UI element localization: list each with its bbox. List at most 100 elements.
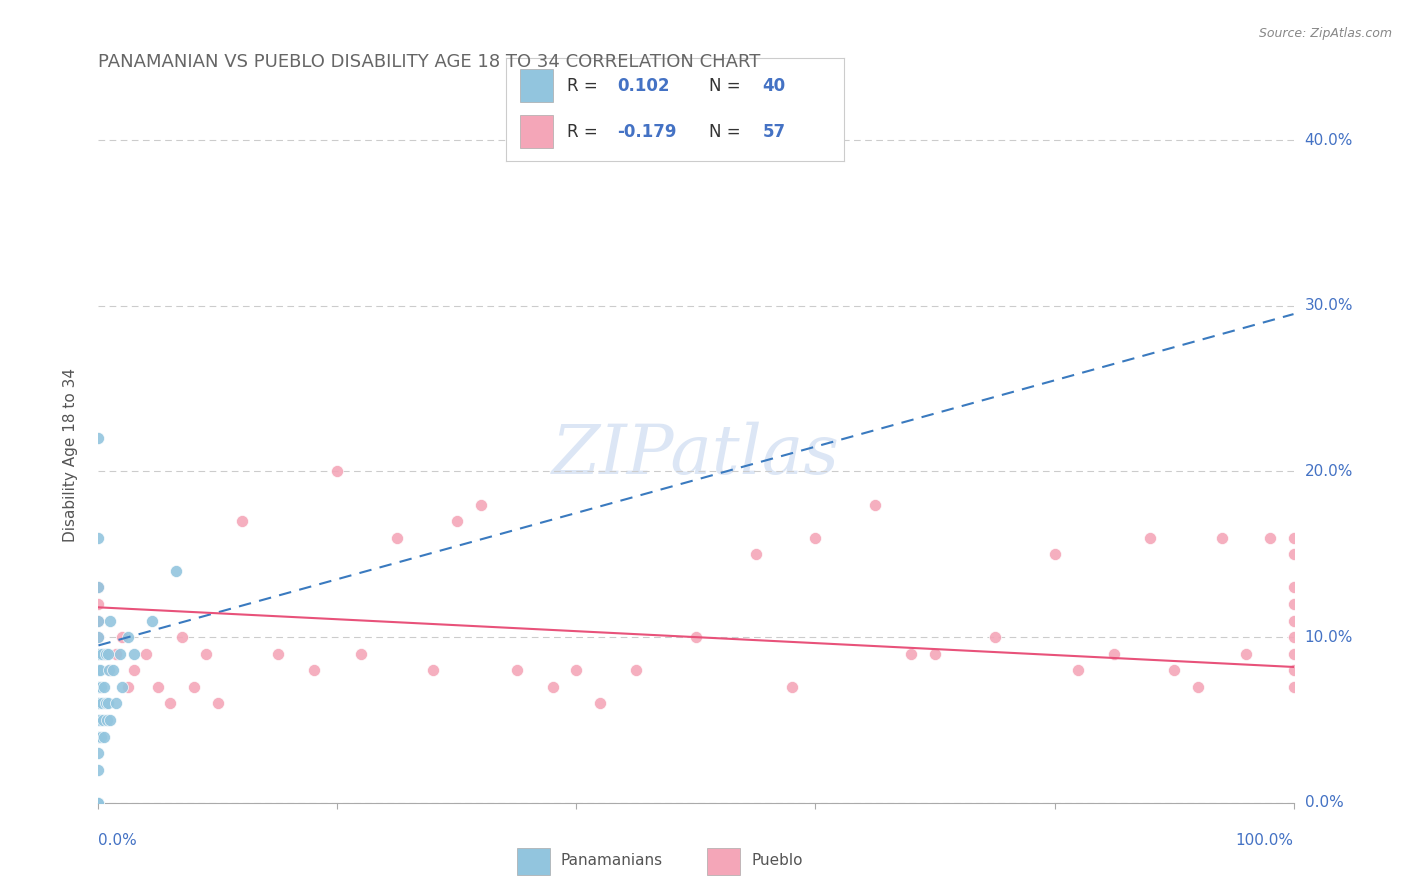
Text: 57: 57 (762, 123, 786, 141)
Point (98, 663, 122, 677)
Y-axis label: Disability Age 18 to 34: Disability Age 18 to 34 (63, 368, 77, 542)
FancyBboxPatch shape (520, 115, 554, 148)
Point (87, 614, 110, 628)
Point (685, 630, 707, 644)
Point (98, 663, 121, 677)
Point (101, 663, 124, 677)
Point (326, 465, 349, 479)
Point (87, 614, 110, 628)
Point (1102, 647, 1125, 661)
Point (98, 614, 122, 628)
Point (87, 597, 110, 611)
Point (1282, 614, 1305, 628)
Point (804, 531, 827, 545)
Point (267, 647, 290, 661)
Point (470, 498, 492, 512)
FancyBboxPatch shape (517, 848, 550, 875)
Point (87, 630, 110, 644)
Point (89, 663, 111, 677)
Point (87, 647, 110, 661)
Point (183, 680, 205, 694)
Point (87, 697, 110, 711)
Text: R =: R = (567, 123, 603, 141)
Point (231, 514, 253, 528)
Point (93, 730, 115, 744)
Point (385, 531, 409, 545)
Point (207, 697, 229, 711)
Point (87, 713, 110, 727)
Point (745, 547, 768, 561)
Point (93, 647, 115, 661)
Text: 0.0%: 0.0% (98, 833, 138, 848)
Point (148, 680, 170, 694)
Point (1282, 663, 1305, 677)
Point (87, 796, 110, 810)
Point (541, 680, 564, 694)
Point (111, 630, 134, 644)
Point (87, 663, 110, 677)
Point (94, 697, 117, 711)
Point (117, 680, 139, 694)
Text: Panamanians: Panamanians (561, 854, 664, 868)
Point (105, 647, 128, 661)
Point (446, 514, 468, 528)
Text: PANAMANIAN VS PUEBLO DISABILITY AGE 18 TO 34 CORRELATION CHART: PANAMANIAN VS PUEBLO DISABILITY AGE 18 T… (98, 54, 761, 71)
Point (780, 680, 803, 694)
Text: R =: R = (567, 77, 603, 95)
Point (89, 713, 111, 727)
Point (565, 663, 588, 677)
Point (87, 630, 110, 644)
Text: N =: N = (709, 77, 745, 95)
Point (624, 663, 647, 677)
Text: 100.0%: 100.0% (1236, 833, 1294, 848)
Point (1187, 680, 1209, 694)
Point (91, 647, 114, 661)
Point (1282, 547, 1305, 561)
Point (87, 730, 110, 744)
Point (172, 630, 194, 644)
Text: ZIPatlas: ZIPatlas (553, 422, 839, 488)
Text: 20.0%: 20.0% (1305, 464, 1353, 479)
Text: N =: N = (709, 123, 745, 141)
Point (1282, 647, 1305, 661)
Text: Pueblo: Pueblo (751, 854, 803, 868)
Point (135, 647, 157, 661)
Point (900, 647, 922, 661)
Point (87, 581, 110, 595)
Point (97, 697, 120, 711)
Point (1211, 531, 1233, 545)
Text: 40.0%: 40.0% (1305, 133, 1353, 148)
Point (1067, 663, 1090, 677)
Text: -0.179: -0.179 (617, 123, 678, 141)
Point (1282, 581, 1305, 595)
Text: 10.0%: 10.0% (1305, 630, 1353, 645)
Text: 0.102: 0.102 (617, 77, 671, 95)
Point (124, 663, 146, 677)
Point (87, 531, 110, 545)
Text: 40: 40 (762, 77, 786, 95)
Point (1282, 597, 1305, 611)
Point (90, 680, 112, 694)
Point (117, 630, 139, 644)
Point (87, 680, 110, 694)
Point (1282, 680, 1305, 694)
Point (87, 763, 110, 777)
Point (111, 680, 134, 694)
Point (983, 630, 1005, 644)
Point (98, 713, 122, 727)
Point (124, 647, 146, 661)
Point (97, 647, 120, 661)
Text: 0.0%: 0.0% (1305, 796, 1343, 810)
Point (108, 647, 131, 661)
FancyBboxPatch shape (520, 70, 554, 102)
Point (924, 647, 946, 661)
Point (1258, 531, 1281, 545)
Point (422, 663, 444, 677)
Point (1043, 547, 1066, 561)
Point (194, 647, 217, 661)
Text: 30.0%: 30.0% (1305, 298, 1353, 313)
Point (863, 498, 886, 512)
Point (350, 647, 373, 661)
Point (91, 697, 114, 711)
Point (1163, 663, 1185, 677)
